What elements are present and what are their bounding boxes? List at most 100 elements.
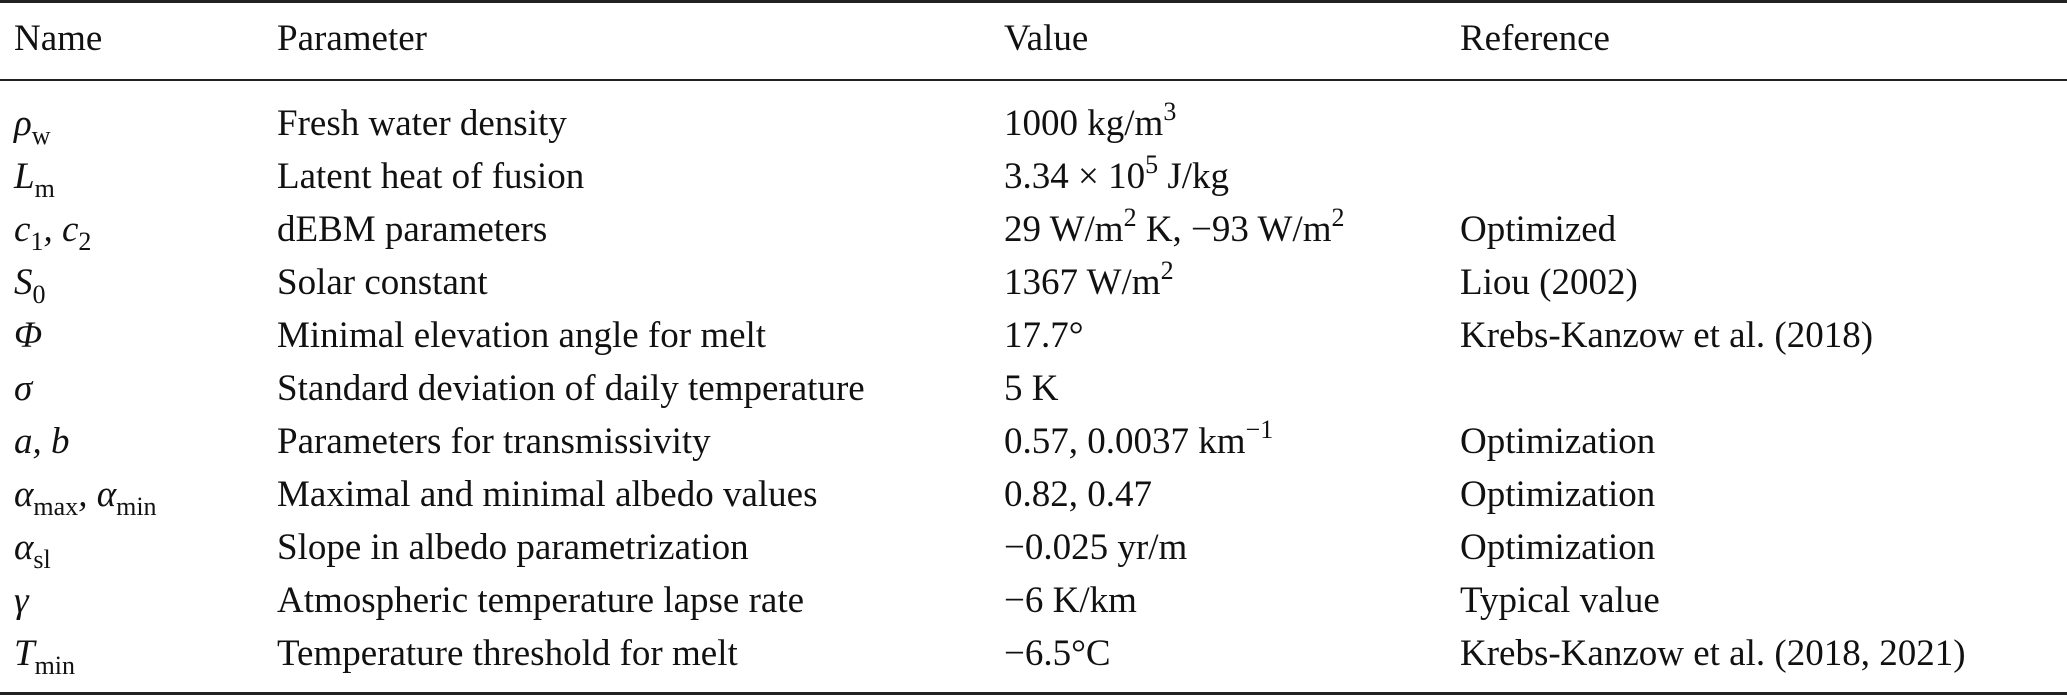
cell-name: σ [14,362,32,415]
table-row: Tmin Temperature threshold for melt −6.5°C… [0,627,2067,680]
symbol-subscript: 0 [32,280,46,309]
header-reference: Reference [1460,18,1610,59]
cell-reference: Optimization [1460,474,1656,515]
table-row: Lm Latent heat of fusion 3.34 × 105 J/kg [0,150,2067,203]
value-text: −0.025 yr/m [1004,527,1188,568]
cell-parameter: Solar constant [277,262,488,303]
cell-value: 5 K [1004,362,1058,415]
value-text: 5 K [1004,368,1059,409]
symbol: Φ [14,315,43,356]
symbol-second-subscript: 2 [78,227,92,256]
header-value: Value [1004,18,1089,59]
value-text: 29 W/m [1004,209,1124,250]
cell-parameter: Maximal and minimal albedo values [277,474,818,515]
value-superscript: 5 [1145,150,1159,179]
value-text: −6.5°C [1004,633,1111,674]
table-header: Name Parameter Value Reference [0,12,2067,65]
symbol-subscript: w [31,121,51,150]
cell-value: −0.025 yr/m [1004,521,1187,574]
cell-name: ρw [14,97,51,150]
value-text: 0.57, 0.0037 km [1004,421,1246,462]
symbol: L [14,156,35,197]
cell-value: 1000 kg/m3 [1004,97,1176,150]
cell-parameter: Latent heat of fusion [277,156,585,197]
symbol: S [14,262,33,303]
table-row: σ Standard deviation of daily temperature… [0,362,2067,415]
cell-parameter: Minimal elevation angle for melt [277,315,767,356]
table-row: c1, c2 dEBM parameters 29 W/m2 K, −93 W/m2… [0,203,2067,256]
cell-value: 3.34 × 105 J/kg [1004,150,1229,203]
top-rule [0,0,2067,3]
value-superscript: 2 [1160,256,1174,285]
cell-parameter: Slope in albedo parametrization [277,527,749,568]
symbol: c [14,209,31,250]
cell-reference: Optimization [1460,527,1656,568]
cell-value: −6 K/km [1004,574,1137,627]
symbol: T [14,633,35,674]
symbol-second: , α [78,474,117,515]
symbol-second-subscript: min [116,492,157,521]
cell-parameter: Parameters for transmissivity [277,421,711,462]
value-text: 17.7° [1004,315,1084,356]
cell-parameter: Temperature threshold for melt [277,633,738,674]
cell-reference: Liou (2002) [1460,262,1638,303]
cell-name: αsl [14,521,51,574]
value-superscript: 2 [1123,203,1137,232]
bottom-rule [0,692,2067,695]
cell-name: c1, c2 [14,203,91,256]
cell-name: Tmin [14,627,75,680]
cell-parameter: dEBM parameters [277,209,548,250]
value-text: −6 K/km [1004,580,1137,621]
symbol-subscript: sl [33,545,51,574]
cell-value: 29 W/m2 K, −93 W/m2 [1004,203,1344,256]
cell-parameter: Standard deviation of daily temperature [277,368,865,409]
table-row: Φ Minimal elevation angle for melt 17.7° Kr… [0,309,2067,362]
table-row: γ Atmospheric temperature lapse rate −6 K/… [0,574,2067,627]
cell-name: Φ [14,309,42,362]
symbol-subscript: 1 [30,227,44,256]
value-text: 1367 W/m [1004,262,1161,303]
cell-name: S0 [14,256,46,309]
header-rule [0,79,2067,81]
value-text: 0.82, 0.47 [1004,474,1152,515]
table-row: ρw Fresh water density 1000 kg/m3 [0,97,2067,150]
value-superscript: −1 [1245,415,1274,444]
cell-parameter: Fresh water density [277,103,567,144]
table-row: S0 Solar constant 1367 W/m2 Liou (2002) [0,256,2067,309]
cell-value: 1367 W/m2 [1004,256,1174,309]
value-superscript-2: 2 [1331,203,1345,232]
cell-name: Lm [14,150,55,203]
cell-reference: Optimization [1460,421,1656,462]
header-name: Name [14,18,103,59]
cell-value: 0.82, 0.47 [1004,468,1152,521]
cell-name: γ [14,574,29,627]
symbol-subscript: min [34,651,76,680]
cell-reference: Krebs-Kanzow et al. (2018, 2021) [1460,633,1966,674]
symbol: α [14,527,34,568]
cell-value: 17.7° [1004,309,1084,362]
value-text: 3.34 × 10 [1004,156,1146,197]
table-row: αsl Slope in albedo parametrization −0.025… [0,521,2067,574]
cell-name: a, b [14,415,70,468]
symbol-subscript: max [33,492,79,521]
symbol: σ [14,368,33,409]
symbol: ρ [14,103,32,144]
cell-value: −6.5°C [1004,627,1111,680]
symbol-second: , c [43,209,79,250]
cell-value: 0.57, 0.0037 km−1 [1004,415,1273,468]
cell-reference: Krebs-Kanzow et al. (2018) [1460,315,1874,356]
value-tail: J/kg [1158,156,1230,197]
value-text: 1000 kg/m [1004,103,1164,144]
symbol: a, b [14,421,70,462]
cell-parameter: Atmospheric temperature lapse rate [277,580,805,621]
cell-reference: Optimized [1460,209,1617,250]
symbol-subscript: m [34,174,55,203]
cell-name: αmax, αmin [14,468,157,521]
symbol: α [14,474,34,515]
value-tail: K, −93 W/m [1136,209,1332,250]
table-row: a, b Parameters for transmissivity 0.57, 0… [0,415,2067,468]
table-row: αmax, αmin Maximal and minimal albedo val… [0,468,2067,521]
symbol: γ [14,580,29,621]
header-parameter: Parameter [277,18,427,59]
value-superscript: 3 [1163,97,1177,126]
